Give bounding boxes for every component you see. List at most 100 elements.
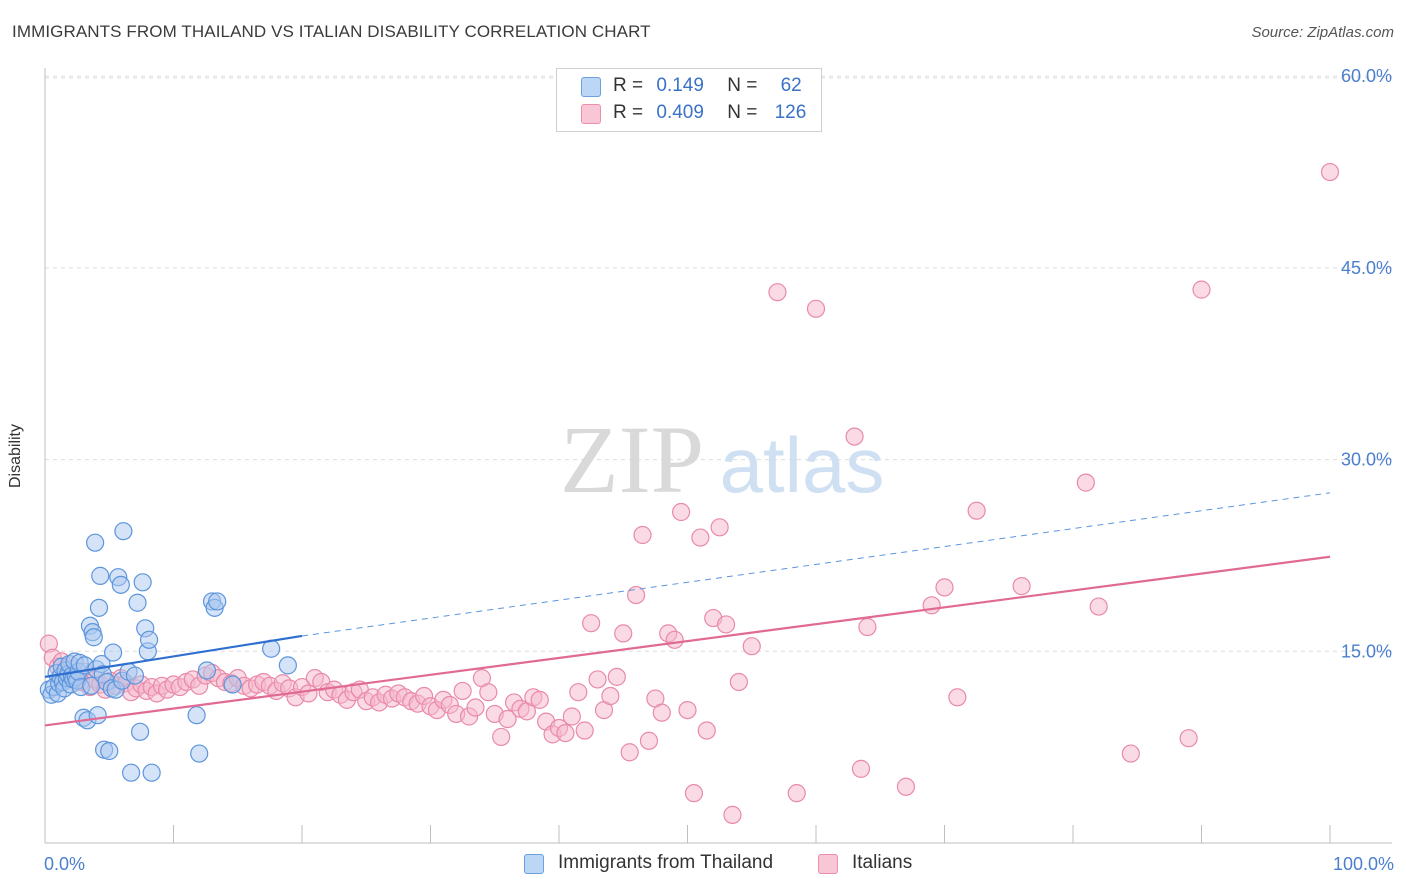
data-point-italians [588, 670, 607, 689]
data-point-thailand [187, 706, 206, 725]
data-point-italians [479, 683, 498, 702]
data-point-thailand [197, 661, 217, 680]
data-point-italians [723, 805, 742, 824]
data-point-italians [620, 743, 639, 762]
data-point-italians [768, 283, 787, 302]
y-tick-label: 60.0% [1341, 66, 1392, 86]
y-tick-label: 30.0% [1341, 450, 1392, 470]
trend-line-thailand [44, 634, 303, 678]
legend-n-value: 62 [780, 75, 802, 96]
data-point-italians [896, 777, 916, 796]
watermark-zip: ZIP [560, 406, 704, 513]
bottom-legend-swatch-pink [818, 854, 838, 874]
data-point-italians [607, 667, 626, 686]
data-point-thailand [91, 566, 110, 585]
data-point-thailand [88, 706, 107, 725]
data-point-italians [742, 637, 761, 656]
data-point-thailand [125, 666, 145, 685]
legend-n-label: N = [727, 75, 758, 96]
trend-line-italians [44, 555, 1331, 727]
data-point-italians [1012, 577, 1031, 596]
data-point-italians [1320, 162, 1340, 182]
data-point-thailand [111, 575, 130, 594]
legend-r-value: 0.149 [656, 75, 704, 96]
correlation-legend: R = 0.149 N = 62 R = 0.409 N = 126 [556, 68, 822, 132]
data-point-thailand [278, 656, 297, 675]
data-point-italians [716, 615, 736, 634]
legend-swatch-pink [581, 104, 601, 124]
trend-lines [44, 492, 1331, 727]
gridlines [45, 75, 1392, 652]
data-point-italians [492, 727, 511, 747]
data-point-thailand [208, 592, 227, 611]
data-point-italians [1192, 280, 1211, 299]
x-tick-label: 0.0% [44, 854, 85, 874]
data-point-italians [858, 617, 877, 637]
data-point-italians [1089, 597, 1108, 616]
data-point-italians [922, 596, 941, 615]
legend-r-label: R = [613, 102, 644, 123]
watermark: ZIP atlas [560, 406, 884, 513]
data-point-thailand [89, 598, 109, 617]
data-point-thailand [130, 722, 150, 741]
trend-line-thailand-extension [301, 492, 1331, 637]
data-point-italians [633, 525, 652, 545]
legend-n-value: 126 [774, 102, 807, 123]
bottom-legend-swatch-blue [524, 854, 544, 874]
data-point-italians [582, 614, 601, 633]
data-point-italians [671, 502, 691, 522]
data-point-italians [498, 709, 517, 729]
data-point-thailand [114, 522, 133, 541]
data-point-italians [639, 731, 659, 750]
legend-r-label: R = [613, 75, 644, 96]
data-point-italians [967, 501, 986, 520]
bottom-legend-label-blue: Immigrants from Thailand [558, 852, 774, 873]
data-point-italians [601, 686, 620, 706]
data-point-italians [787, 784, 806, 803]
data-point-thailand [128, 593, 147, 612]
data-point-thailand [190, 744, 209, 763]
data-point-italians [626, 585, 646, 605]
data-point-italians [530, 690, 549, 709]
data-point-italians [729, 672, 749, 692]
axes [44, 68, 1392, 844]
data-point-thailand [139, 630, 159, 649]
y-tick-label: 15.0% [1341, 641, 1392, 661]
data-point-italians [697, 721, 716, 740]
data-point-thailand [121, 763, 141, 782]
data-point-italians [948, 688, 967, 707]
x-tick-label: 100.0% [1333, 854, 1394, 874]
data-point-italians [665, 630, 684, 649]
data-point-italians [935, 578, 954, 597]
source-label: Source: ZipAtlas.com [1251, 24, 1394, 41]
data-point-italians [806, 299, 826, 318]
data-point-thailand [133, 573, 152, 592]
data-point-italians [1076, 473, 1095, 492]
data-point-italians [1179, 729, 1198, 748]
data-point-italians [1121, 744, 1140, 763]
legend-n-label: N = [727, 102, 758, 123]
legend-swatch-blue [581, 77, 601, 97]
bottom-legend-label-pink: Italians [852, 852, 913, 873]
data-point-thailand [86, 533, 105, 552]
data-point-italians [710, 518, 729, 537]
data-point-italians [684, 784, 704, 803]
tick-labels: 15.0% 30.0% 45.0% 60.0% 0.0% 100.0% [44, 66, 1394, 874]
data-point-italians [453, 681, 472, 701]
data-point-italians [556, 723, 575, 743]
data-point-thailand [104, 643, 123, 662]
data-point-italians [678, 700, 697, 720]
data-point-italians [569, 683, 588, 702]
data-point-thailand [223, 675, 242, 694]
y-tick-label: 45.0% [1341, 258, 1392, 278]
data-point-italians [562, 707, 581, 726]
legend-r-value: 0.409 [656, 102, 704, 123]
data-point-italians [691, 528, 710, 547]
data-point-thailand [100, 741, 119, 761]
data-point-italians [466, 698, 485, 717]
data-point-thailand [84, 628, 103, 647]
data-point-italians [851, 759, 871, 778]
data-point-thailand [142, 763, 161, 782]
chart-title: IMMIGRANTS FROM THAILAND VS ITALIAN DISA… [12, 22, 651, 41]
